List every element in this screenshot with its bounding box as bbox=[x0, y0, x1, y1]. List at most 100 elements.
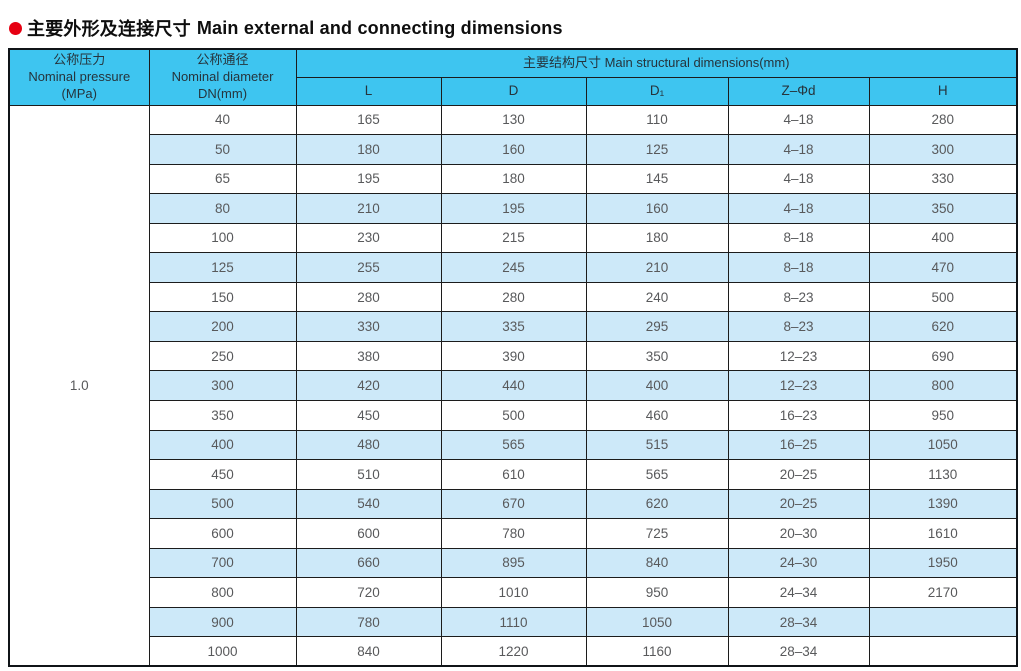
cell-d1: 950 bbox=[585, 577, 729, 608]
cell-h: 350 bbox=[868, 193, 1018, 224]
dimensions-table: 公称压力 Nominal pressure (MPa) 公称通径 Nominal… bbox=[8, 48, 1018, 668]
header-nominal-pressure-unit: (MPa) bbox=[61, 85, 97, 101]
cell-d1: 110 bbox=[585, 104, 729, 136]
cell-l: 230 bbox=[295, 222, 442, 254]
cell-d: 440 bbox=[440, 370, 587, 401]
header-structural-dimensions: 主要结构尺寸 Main structural dimensions(mm) bbox=[295, 48, 1018, 78]
cell-h: 1610 bbox=[868, 518, 1018, 549]
table-row: 300 420 440 400 12–23 800 bbox=[9, 370, 1018, 401]
cell-d: 670 bbox=[440, 488, 587, 520]
cell-d: 130 bbox=[440, 104, 587, 136]
cell-d: 1220 bbox=[440, 636, 587, 667]
cell-dn: 500 bbox=[148, 488, 297, 520]
cell-dn: 300 bbox=[148, 370, 297, 401]
cell-d: 895 bbox=[440, 547, 587, 579]
cell-d: 390 bbox=[440, 340, 587, 372]
cell-d: 1110 bbox=[440, 606, 587, 638]
cell-l: 255 bbox=[295, 252, 442, 283]
cell-d: 335 bbox=[440, 311, 587, 342]
cell-l: 280 bbox=[295, 281, 442, 313]
cell-d: 160 bbox=[440, 134, 587, 165]
cell-d1: 180 bbox=[585, 222, 729, 254]
cell-dn: 65 bbox=[148, 163, 297, 195]
cell-d1: 160 bbox=[585, 193, 729, 224]
cell-l: 780 bbox=[295, 606, 442, 638]
header-nominal-pressure-zh: 公称压力 bbox=[53, 52, 106, 68]
cell-d1: 400 bbox=[585, 370, 729, 401]
cell-zd: 20–25 bbox=[727, 459, 870, 490]
cell-d: 565 bbox=[440, 429, 587, 461]
cell-dn: 125 bbox=[148, 252, 297, 283]
cell-l: 450 bbox=[295, 399, 442, 431]
table-row: 400 480 565 515 16–25 1050 bbox=[9, 429, 1018, 461]
cell-l: 165 bbox=[295, 104, 442, 136]
cell-l: 210 bbox=[295, 193, 442, 224]
cell-zd: 20–25 bbox=[727, 488, 870, 520]
cell-d: 500 bbox=[440, 399, 587, 431]
cell-l: 195 bbox=[295, 163, 442, 195]
cell-zd: 8–18 bbox=[727, 222, 870, 254]
cell-dn: 40 bbox=[148, 104, 297, 136]
cell-d1: 725 bbox=[585, 518, 729, 549]
cell-l: 420 bbox=[295, 370, 442, 401]
cell-d1: 210 bbox=[585, 252, 729, 283]
cell-h: 690 bbox=[868, 340, 1018, 372]
section-title-en: Main external and connecting dimensions bbox=[196, 17, 563, 38]
cell-h: 500 bbox=[868, 281, 1018, 313]
cell-h: 1390 bbox=[868, 488, 1018, 520]
table-row: 700 660 895 840 24–30 1950 bbox=[9, 547, 1018, 579]
table-row: 900 780 1110 1050 28–34 bbox=[9, 606, 1018, 638]
cell-dn: 450 bbox=[148, 459, 297, 490]
cell-l: 720 bbox=[295, 577, 442, 608]
cell-zd: 4–18 bbox=[727, 193, 870, 224]
cell-zd: 4–18 bbox=[727, 104, 870, 136]
header-nominal-diameter: 公称通径 Nominal diameter DN(mm) bbox=[148, 48, 297, 106]
header-nominal-diameter-en: Nominal diameter bbox=[171, 68, 274, 84]
cell-l: 600 bbox=[295, 518, 442, 549]
table-row: 200 330 335 295 8–23 620 bbox=[9, 311, 1018, 342]
header-row-top: 公称压力 Nominal pressure (MPa) 公称通径 Nominal… bbox=[8, 48, 1018, 106]
cell-h: 800 bbox=[868, 370, 1018, 401]
cell-zd: 24–30 bbox=[727, 547, 870, 579]
cell-d1: 620 bbox=[585, 488, 729, 520]
header-nominal-diameter-unit: DN(mm) bbox=[197, 85, 248, 101]
cell-dn: 700 bbox=[148, 547, 297, 579]
cell-d: 245 bbox=[440, 252, 587, 283]
cell-dn: 1000 bbox=[148, 636, 297, 667]
header-nominal-diameter-zh: 公称通径 bbox=[196, 52, 249, 68]
table-body: 1.0 40 165 130 110 4–18 280 50 180 160 125 4–18 300 6… bbox=[8, 104, 1018, 667]
cell-dn: 250 bbox=[148, 340, 297, 372]
cell-l: 480 bbox=[295, 429, 442, 461]
cell-d1: 565 bbox=[585, 459, 729, 490]
cell-h: 330 bbox=[868, 163, 1018, 195]
cell-d1: 145 bbox=[585, 163, 729, 195]
cell-d1: 1050 bbox=[585, 606, 729, 638]
cell-dn: 350 bbox=[148, 399, 297, 431]
cell-h bbox=[868, 636, 1018, 667]
cell-zd: 16–23 bbox=[727, 399, 870, 431]
cell-zd: 12–23 bbox=[727, 370, 870, 401]
table-row: 450 510 610 565 20–25 1130 bbox=[9, 459, 1018, 490]
cell-d1: 515 bbox=[585, 429, 729, 461]
cell-l: 180 bbox=[295, 134, 442, 165]
cell-d: 215 bbox=[440, 222, 587, 254]
cell-d1: 350 bbox=[585, 340, 729, 372]
cell-l: 660 bbox=[295, 547, 442, 579]
table-row: 350 450 500 460 16–23 950 bbox=[9, 399, 1018, 431]
table-row: 1000 840 1220 1160 28–34 bbox=[9, 636, 1018, 667]
cell-zd: 16–25 bbox=[727, 429, 870, 461]
cell-zd: 28–34 bbox=[727, 606, 870, 638]
header-nominal-pressure-en: Nominal pressure bbox=[28, 68, 131, 84]
cell-l: 540 bbox=[295, 488, 442, 520]
cell-dn: 900 bbox=[148, 606, 297, 638]
cell-zd: 8–23 bbox=[727, 311, 870, 342]
cell-dn: 400 bbox=[148, 429, 297, 461]
cell-dn: 600 bbox=[148, 518, 297, 549]
cell-h: 1130 bbox=[868, 459, 1018, 490]
cell-d1: 1160 bbox=[585, 636, 729, 667]
cell-d: 1010 bbox=[440, 577, 587, 608]
table-row: 50 180 160 125 4–18 300 bbox=[9, 134, 1018, 165]
cell-zd: 4–18 bbox=[727, 163, 870, 195]
section-title: 主要外形及连接尺寸 Main external and connecting d… bbox=[9, 15, 563, 41]
cell-h: 300 bbox=[868, 134, 1018, 165]
